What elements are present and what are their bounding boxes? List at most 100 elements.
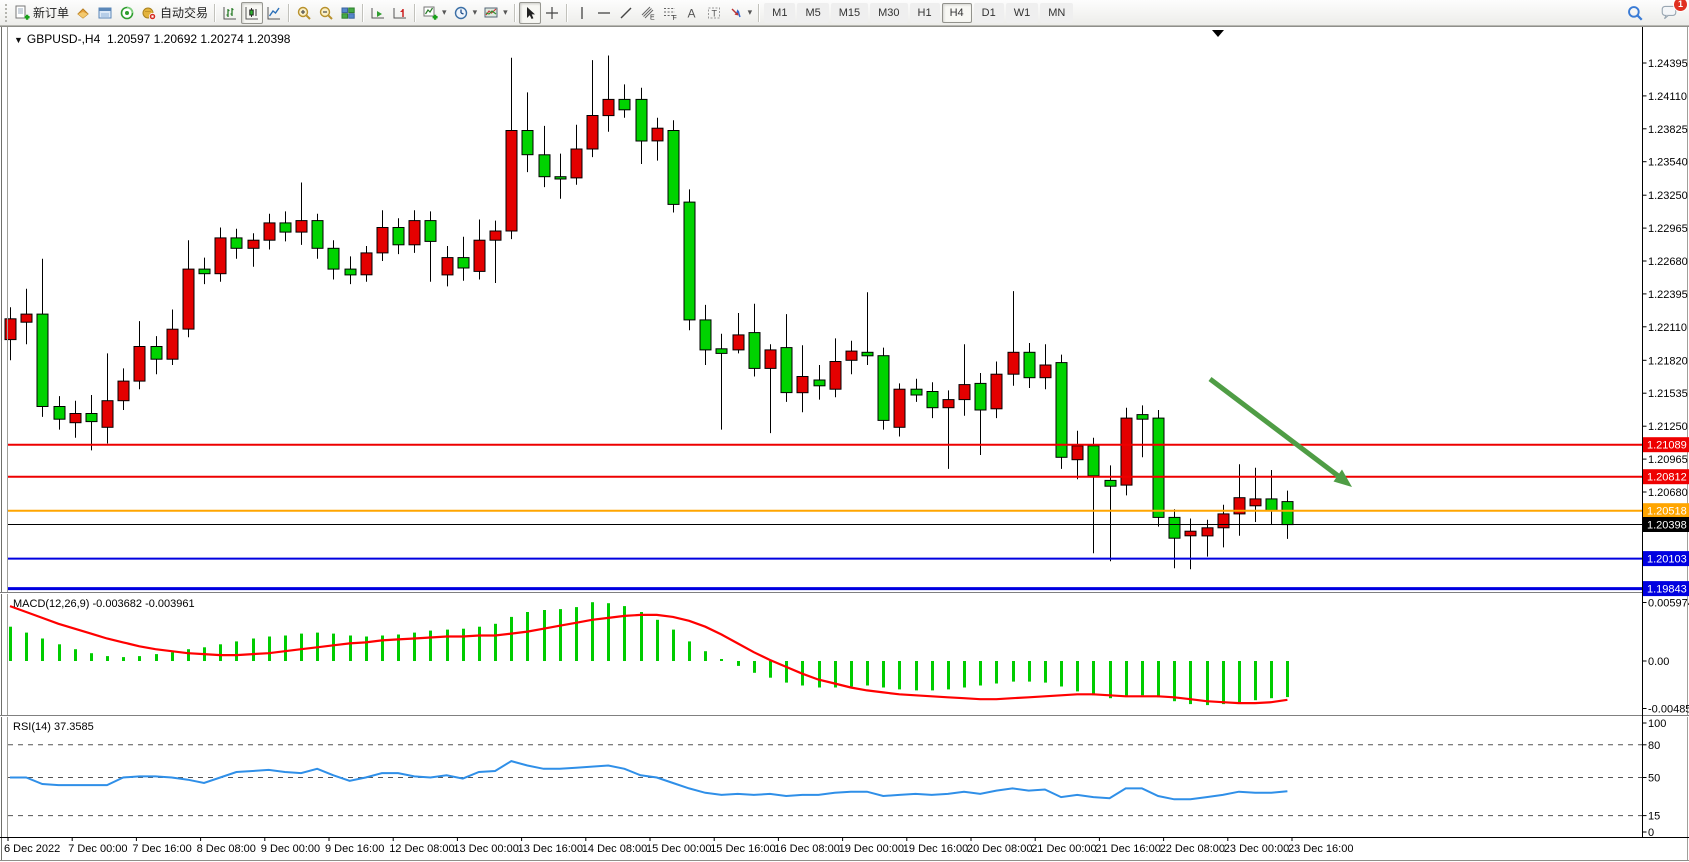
new-order-button[interactable]: 新订单 xyxy=(11,2,72,24)
candle-body xyxy=(230,237,243,249)
toolbar-grip[interactable] xyxy=(5,3,8,22)
bar-chart-button[interactable] xyxy=(219,2,241,24)
macd-name: MACD(12,26,9) xyxy=(13,598,90,610)
chart-shift-button[interactable] xyxy=(389,2,411,24)
zoom-in-button[interactable] xyxy=(293,2,315,24)
dropdown-arrow-icon: ▾ xyxy=(472,7,478,17)
candle-body xyxy=(910,388,923,396)
candle-body xyxy=(1104,479,1117,487)
chart-title[interactable]: ▼ GBPUSD-,H4 1.20597 1.20692 1.20274 1.20… xyxy=(14,32,290,46)
navigator-button[interactable] xyxy=(116,2,138,24)
arrows-tool-icon xyxy=(731,8,741,17)
chart-shift-marker[interactable] xyxy=(1212,30,1224,37)
auto-scroll-button[interactable] xyxy=(367,2,389,24)
cursor-icon xyxy=(526,6,535,19)
timeframe-button-H1[interactable]: H1 xyxy=(909,2,940,23)
zoom-out-button[interactable] xyxy=(315,2,337,24)
auto-trading-button[interactable]: 自动交易 xyxy=(138,2,211,24)
ohlc-values: 1.20597 1.20692 1.20274 1.20398 xyxy=(106,32,291,46)
rsi-axis-label: 0 xyxy=(1648,827,1654,839)
cursor-button[interactable] xyxy=(518,1,541,24)
template-button[interactable]: ▾ xyxy=(480,2,511,24)
time-tick-label: 7 Dec 16:00 xyxy=(132,843,191,855)
candle-body xyxy=(20,313,33,323)
tile-windows-icon xyxy=(341,7,355,19)
horizontal-line-button[interactable] xyxy=(593,2,615,24)
timeframe-button-D1[interactable]: D1 xyxy=(973,2,1004,23)
zoom-out-icon xyxy=(319,6,333,20)
candle-body xyxy=(295,220,308,233)
price-axis[interactable]: 1.24395 1.24110 1.23825 1.23540 1.23250 1.229… xyxy=(1642,58,1689,839)
timeframe-button-M5[interactable]: M5 xyxy=(797,2,829,23)
candle-body xyxy=(667,130,680,205)
toolbar-separator xyxy=(513,3,516,22)
vertical-line-button[interactable] xyxy=(571,2,593,24)
candle-body xyxy=(1023,351,1036,379)
rsi-value: 37.3585 xyxy=(53,721,94,733)
line-chart-button[interactable] xyxy=(263,2,285,24)
candle-body xyxy=(182,268,195,330)
candle-body xyxy=(974,382,987,411)
timeframe-button-M15[interactable]: M15 xyxy=(830,2,869,23)
price-badge-label: 1.19843 xyxy=(1647,584,1687,596)
timeframe-button-M30[interactable]: M30 xyxy=(870,2,908,23)
zoom-in-icon xyxy=(297,6,311,20)
notification-count-badge[interactable]: 1 xyxy=(1673,0,1688,12)
time-tick-label: 23 Dec 16:00 xyxy=(1288,843,1353,855)
time-tick-label: 14 Dec 08:00 xyxy=(582,843,647,855)
timeframe-button-M1[interactable]: M1 xyxy=(764,2,796,23)
time-tick-label: 16 Dec 08:00 xyxy=(774,843,839,855)
text-label-button[interactable]: T xyxy=(703,2,725,24)
time-axis[interactable]: 6 Dec 2022 7 Dec 00:00 7 Dec 16:00 8 Dec 08… xyxy=(4,838,1353,855)
candle-body xyxy=(247,239,260,249)
candle-body xyxy=(279,222,292,233)
price-badge-label: 1.20398 xyxy=(1647,520,1687,532)
macd-values: -0.003682 -0.003961 xyxy=(92,598,195,610)
price-tick-label: 1.24395 xyxy=(1648,58,1688,70)
timeframe-button-MN[interactable]: MN xyxy=(1040,2,1074,23)
candle-body xyxy=(1249,498,1262,507)
text-button[interactable]: A xyxy=(681,2,703,24)
candle-body xyxy=(441,257,454,276)
auto-trading-icon xyxy=(142,7,157,20)
price-tick-label: 1.21535 xyxy=(1648,388,1688,400)
data-window-button[interactable] xyxy=(94,2,116,24)
trendline-button[interactable] xyxy=(615,2,637,24)
price-badge-1.21089 xyxy=(1643,437,1689,453)
candle-body xyxy=(85,413,98,423)
candle-body xyxy=(1055,362,1068,458)
price-tick-label: 1.23540 xyxy=(1648,157,1688,169)
candle-body xyxy=(1168,516,1181,539)
trend-arrow[interactable] xyxy=(1208,377,1352,487)
crosshair-button[interactable] xyxy=(541,2,563,24)
symbol-dropdown-icon[interactable]: ▼ xyxy=(14,35,23,45)
candle-body xyxy=(198,268,211,275)
toolbar-separator xyxy=(758,3,761,22)
candle-body xyxy=(861,351,874,357)
search-button[interactable] xyxy=(1623,2,1647,24)
toolbar-separator xyxy=(288,3,291,22)
candle-body xyxy=(715,348,728,354)
time-tick-label: 21 Dec 00:00 xyxy=(1031,843,1096,855)
timeframe-button-W1[interactable]: W1 xyxy=(1005,2,1039,23)
period-button[interactable]: ▾ xyxy=(450,2,481,24)
market-watch-button[interactable] xyxy=(72,2,94,24)
tile-windows-button[interactable] xyxy=(337,2,359,24)
price-tick-label: 1.22110 xyxy=(1648,322,1687,334)
fibonacci-button[interactable]: F xyxy=(659,2,681,24)
time-tick-label: 22 Dec 08:00 xyxy=(1160,843,1225,855)
candlestick-chart-button[interactable] xyxy=(241,1,264,24)
arrows-tool-button[interactable]: ▾ xyxy=(725,2,756,24)
equidistant-channel-button[interactable]: E xyxy=(637,2,659,24)
price-tick-label: 1.21820 xyxy=(1648,355,1688,367)
timeframe-button-H4[interactable]: H4 xyxy=(941,2,972,23)
candlestick-chart-icon xyxy=(245,6,259,19)
level-lines[interactable] xyxy=(8,443,1643,591)
add-indicator-button[interactable]: ▾ xyxy=(419,2,450,24)
rsi-name: RSI(14) xyxy=(13,721,51,733)
candle-body xyxy=(392,227,405,246)
price-badge-1.20518 xyxy=(1643,503,1689,519)
new-order-icon xyxy=(15,5,30,20)
auto-trading-label: 自动交易 xyxy=(160,6,209,20)
